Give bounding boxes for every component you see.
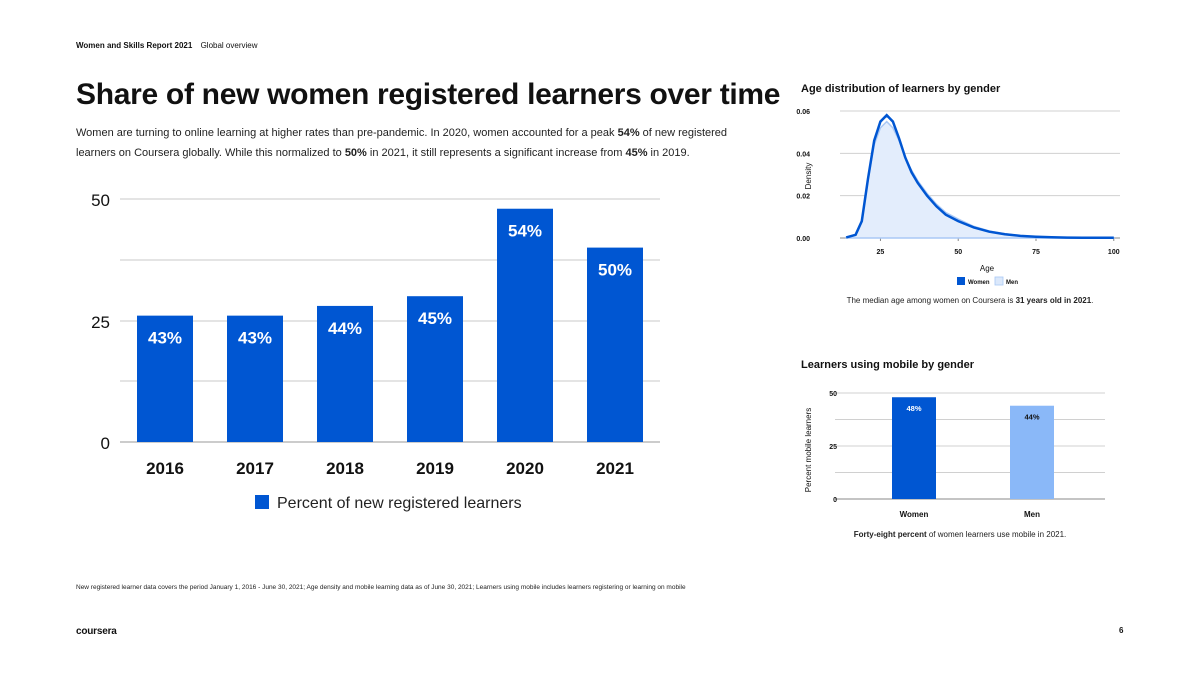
- bar-data-label: 44%: [328, 319, 362, 338]
- legend-label-women: Women: [968, 280, 990, 286]
- x-tick-label: Women: [900, 510, 929, 519]
- bar-data-label: 48%: [906, 404, 921, 413]
- x-tick-label: 50: [954, 249, 962, 256]
- legend-swatch: [255, 495, 269, 509]
- bar-women: [892, 397, 936, 499]
- series-women-line: [845, 113, 1114, 240]
- x-tick-label: 2019: [416, 459, 454, 478]
- bar-men: [1010, 405, 1054, 499]
- y-tick-label: 0: [833, 497, 837, 504]
- report-title: Women and Skills Report 2021: [76, 41, 193, 50]
- bar-2018: [317, 305, 373, 442]
- x-tick-label: 2016: [146, 459, 184, 478]
- mobile-caption: Forty-eight percent of women learners us…: [853, 530, 1067, 539]
- x-tick-label: 75: [1032, 249, 1040, 256]
- page-number: 6: [1119, 626, 1124, 635]
- coursera-logo: coursera: [76, 626, 117, 637]
- bar-2019: [407, 296, 463, 442]
- legend-label-men: Men: [1006, 280, 1018, 286]
- x-tick-label: 25: [877, 249, 885, 256]
- x-tick-label: 2017: [236, 459, 274, 478]
- bar-data-label: 45%: [418, 309, 452, 328]
- y-axis-label: Percent mobile learners: [804, 408, 813, 492]
- age-chart-title: Age distribution of learners by gender: [801, 83, 1001, 95]
- legend-label: Percent of new registered learners: [277, 495, 522, 512]
- highlight-54: 54%: [617, 127, 640, 139]
- section-label: Global overview: [200, 41, 258, 50]
- y-tick-label: 50: [829, 391, 837, 398]
- legend-swatch-men: [994, 276, 1004, 286]
- bar-data-label: 50%: [598, 261, 632, 280]
- bar-data-label: 43%: [148, 329, 182, 348]
- footnote: New registered learner data covers the p…: [76, 584, 686, 591]
- y-tick-label: 0.06: [796, 109, 810, 116]
- x-tick-label: 2018: [326, 459, 364, 478]
- y-tick-label: 25: [91, 313, 110, 332]
- series-men-area: [845, 120, 1115, 239]
- main-bar-chart: 0 25 50 43% 2016 43% 2017 44% 2018 45% 2019 54% 2020…: [91, 191, 660, 512]
- bar-data-label: 43%: [238, 329, 272, 348]
- x-tick-label: 2021: [596, 459, 634, 478]
- report-header: Women and Skills Report 2021 Global over…: [76, 41, 258, 50]
- x-tick-label: 100: [1108, 249, 1120, 256]
- bar-data-label: 44%: [1024, 413, 1039, 422]
- bar-data-label: 54%: [508, 222, 542, 241]
- y-tick-label: 0.00: [796, 236, 810, 243]
- mobile-bar-chart: 0 25 50 48% Women 44% Men Percent mobile learne…: [804, 391, 1105, 519]
- legend-swatch-women: [957, 277, 965, 285]
- bar-2017: [227, 315, 283, 442]
- y-tick-label: 0.02: [796, 194, 810, 201]
- y-tick-label: 0: [101, 434, 110, 453]
- y-tick-label: 0.04: [796, 151, 810, 158]
- y-axis-label: Density: [804, 163, 813, 190]
- x-tick-label: Men: [1024, 510, 1040, 519]
- x-tick-label: 2020: [506, 459, 544, 478]
- page-title: Share of new women registered learners o…: [76, 78, 781, 111]
- x-axis-label: Age: [980, 264, 995, 273]
- highlight-45: 45%: [625, 147, 648, 159]
- bar-2021: [587, 247, 643, 442]
- age-density-chart: 0.00 0.02 0.04 0.06 25 50 75 100 Age Density Women…: [796, 109, 1120, 286]
- age-caption: The median age among women on Coursera i…: [846, 296, 1094, 305]
- intro-paragraph: Women are turning to online learning at …: [76, 127, 728, 159]
- mobile-chart-title: Learners using mobile by gender: [801, 359, 974, 371]
- highlight-50: 50%: [344, 147, 367, 159]
- bar-2016: [137, 315, 193, 442]
- bar-2020: [497, 208, 553, 442]
- y-tick-label: 25: [829, 444, 837, 451]
- y-tick-label: 50: [91, 191, 110, 210]
